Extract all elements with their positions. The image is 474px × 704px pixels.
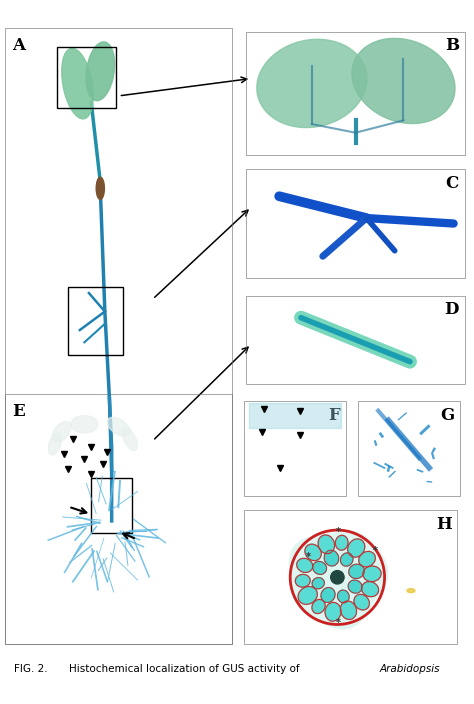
Text: F: F: [328, 407, 340, 424]
Text: B: B: [445, 37, 459, 54]
Ellipse shape: [257, 39, 367, 127]
Bar: [5, 28, 232, 644]
Ellipse shape: [318, 535, 335, 554]
Ellipse shape: [359, 551, 375, 567]
Ellipse shape: [52, 422, 71, 442]
Ellipse shape: [107, 417, 130, 436]
Circle shape: [96, 177, 104, 199]
Ellipse shape: [312, 577, 324, 589]
Text: FIG. 2.: FIG. 2.: [14, 664, 48, 674]
Text: *: *: [305, 552, 310, 562]
Polygon shape: [289, 531, 388, 629]
Ellipse shape: [122, 428, 137, 451]
Bar: [5, 394, 232, 644]
Ellipse shape: [62, 49, 93, 119]
Ellipse shape: [324, 551, 339, 566]
Ellipse shape: [305, 544, 321, 560]
Bar: [68, 287, 123, 355]
Bar: [246, 296, 465, 384]
Ellipse shape: [48, 434, 61, 455]
Text: G: G: [440, 407, 454, 424]
Text: D: D: [444, 301, 459, 318]
Ellipse shape: [340, 553, 353, 566]
Ellipse shape: [407, 589, 415, 593]
Text: A: A: [12, 37, 25, 54]
Bar: [358, 401, 460, 496]
Bar: [244, 401, 346, 496]
Ellipse shape: [354, 594, 369, 610]
Ellipse shape: [337, 590, 349, 603]
Ellipse shape: [349, 564, 365, 579]
Bar: [246, 32, 465, 155]
Text: E: E: [12, 403, 25, 420]
Ellipse shape: [340, 601, 356, 620]
Ellipse shape: [325, 603, 341, 621]
Ellipse shape: [312, 599, 325, 614]
Text: Histochemical localization of GUS activity of: Histochemical localization of GUS activi…: [69, 664, 302, 674]
Text: *: *: [336, 617, 341, 628]
Ellipse shape: [313, 561, 327, 574]
Ellipse shape: [352, 39, 455, 123]
Bar: [91, 478, 132, 534]
Ellipse shape: [298, 586, 317, 604]
Bar: [246, 169, 465, 278]
Bar: [57, 46, 116, 108]
Ellipse shape: [363, 566, 381, 582]
Ellipse shape: [347, 539, 365, 558]
Text: *: *: [336, 527, 341, 537]
Text: C: C: [446, 175, 459, 191]
Circle shape: [331, 570, 344, 584]
Ellipse shape: [362, 582, 379, 597]
Text: H: H: [436, 516, 452, 533]
Ellipse shape: [297, 558, 313, 572]
Ellipse shape: [71, 415, 98, 433]
Ellipse shape: [86, 42, 115, 101]
Text: Arabidopsis: Arabidopsis: [379, 664, 440, 674]
Ellipse shape: [348, 580, 362, 593]
Bar: [244, 510, 457, 644]
Ellipse shape: [336, 535, 348, 551]
Ellipse shape: [295, 574, 310, 587]
Ellipse shape: [321, 588, 335, 603]
Text: *: *: [373, 546, 377, 555]
